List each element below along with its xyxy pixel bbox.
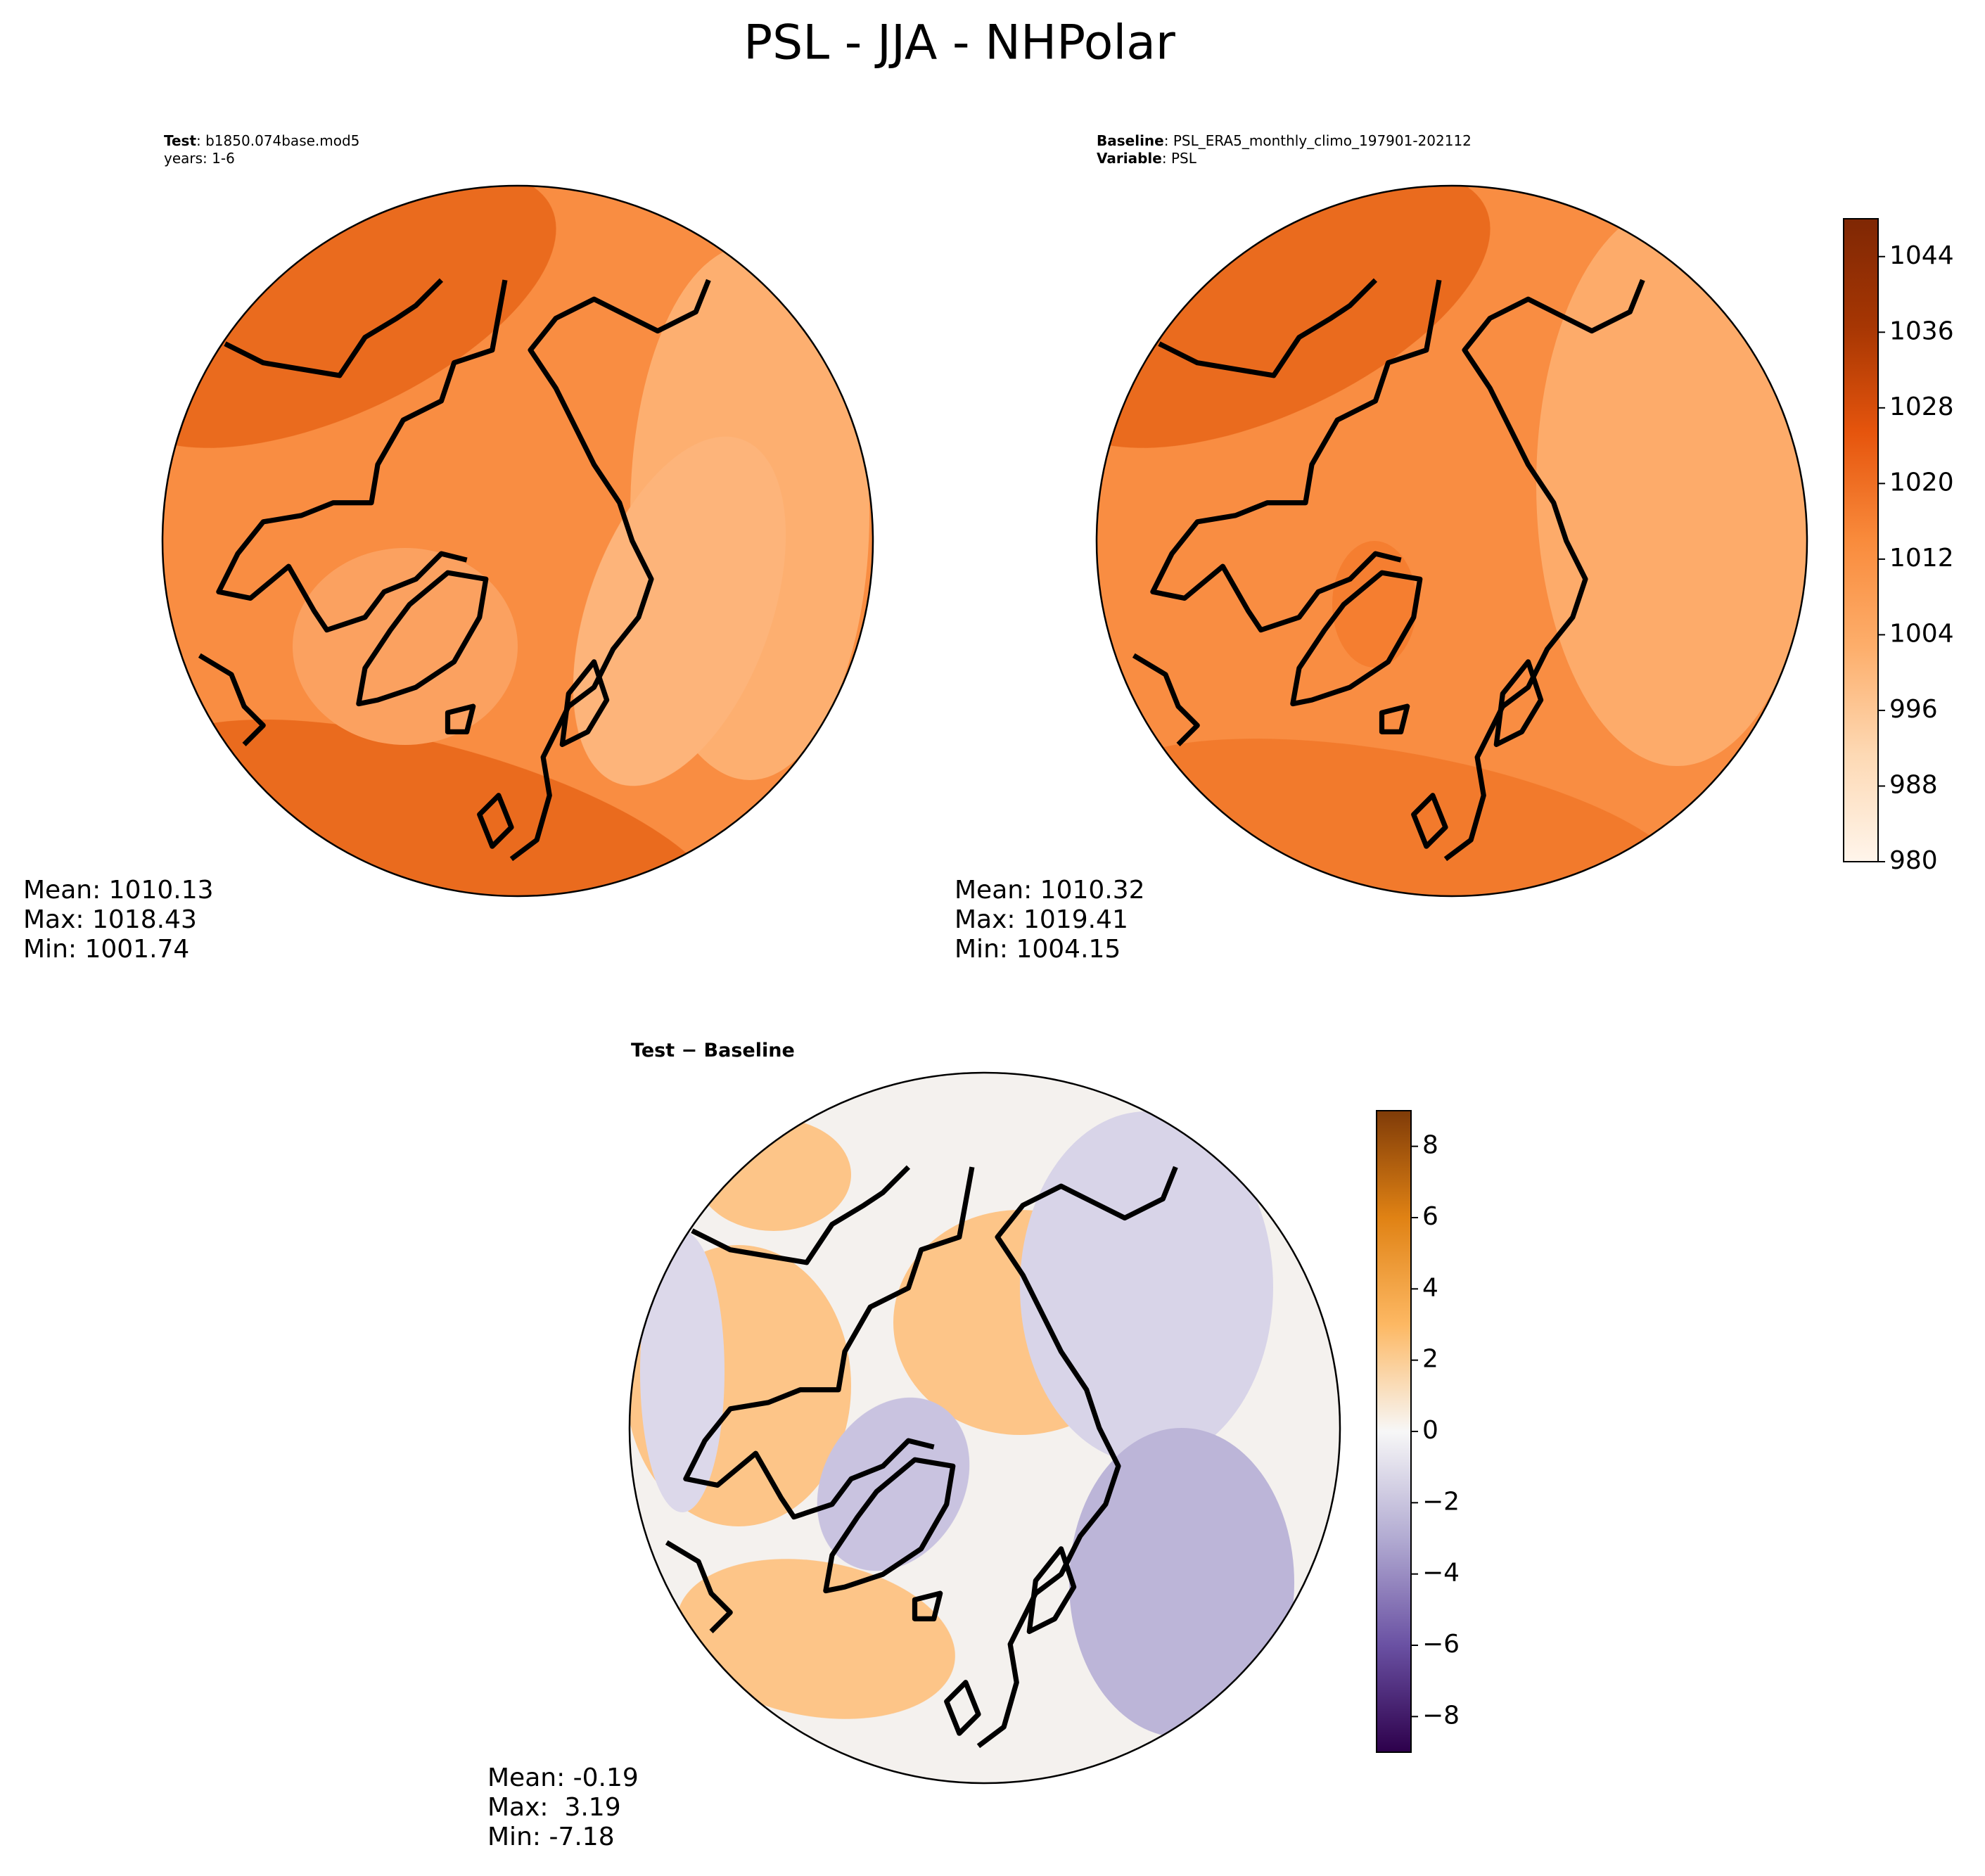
stat-text: Min: 1004.15 — [955, 935, 1121, 964]
colorbar-tick-label: 1036 — [1889, 317, 1954, 345]
colorbar-tick-label: −6 — [1422, 1630, 1460, 1659]
map-region — [696, 1118, 851, 1231]
colorbar-tick-label: 1020 — [1889, 468, 1954, 497]
colorbar-tick-label: −2 — [1422, 1487, 1460, 1516]
map-field — [630, 1073, 1340, 1783]
map-region — [293, 548, 518, 745]
header-text: : PSL — [1162, 150, 1197, 167]
map-region — [1097, 186, 1491, 448]
figure-title: PSL - JJA - NHPolar — [743, 15, 1175, 71]
header-text: : b1850.074base.mod5 — [196, 132, 359, 149]
map-field — [162, 186, 873, 896]
colorbar-tick-label: 0 — [1422, 1416, 1438, 1445]
colorbar-tick-label: 1012 — [1889, 544, 1954, 573]
header-text: : PSL_ERA5_monthly_climo_197901-202112 — [1164, 132, 1472, 149]
colorbar-tick-label: 2 — [1422, 1345, 1438, 1374]
colorbar-tick-label: 980 — [1889, 846, 1938, 875]
colorbar-tick-label: 996 — [1889, 695, 1938, 724]
map-region — [640, 1231, 725, 1512]
map — [161, 184, 874, 898]
header-key: Baseline — [1097, 132, 1164, 149]
colorbar-tick-label: 1004 — [1889, 619, 1954, 648]
stat-text: Min: -7.18 — [487, 1823, 615, 1851]
map-border — [161, 184, 874, 898]
colorbar — [1376, 1110, 1412, 1753]
map-border — [628, 1071, 1341, 1785]
colorbar — [1843, 218, 1879, 862]
map — [1095, 184, 1808, 898]
header-key: Variable — [1097, 150, 1162, 167]
colorbar-tick-label: 988 — [1889, 770, 1938, 799]
stat-text: Max: 1019.41 — [955, 905, 1128, 934]
panel-header: Test − Baseline — [631, 1040, 795, 1061]
map-region — [162, 186, 556, 448]
map-region — [1536, 203, 1807, 766]
colorbar-tick-label: 6 — [1422, 1202, 1438, 1231]
colorbar-tick-label: 4 — [1422, 1273, 1438, 1302]
stat-text: Max: 3.19 — [487, 1793, 621, 1822]
stat-text: Mean: 1010.13 — [23, 876, 214, 905]
stat-text: Max: 1018.43 — [23, 905, 197, 934]
map — [628, 1071, 1341, 1785]
colorbar-tick-label: 1028 — [1889, 393, 1954, 421]
stat-text: Min: 1001.74 — [23, 935, 189, 964]
map-region — [1020, 1111, 1273, 1463]
header-key: Test — [164, 132, 196, 149]
map-field — [1097, 186, 1807, 896]
panel-header: years: 1-6 — [164, 150, 235, 167]
colorbar-tick-label: −4 — [1422, 1559, 1460, 1588]
header-text: years: 1-6 — [164, 150, 235, 167]
panel-header: Test: b1850.074base.mod5 — [164, 132, 359, 149]
map-region — [677, 1559, 955, 1719]
colorbar-tick-label: 1044 — [1889, 241, 1954, 270]
header-key: Test − Baseline — [631, 1040, 795, 1061]
stat-text: Mean: -0.19 — [487, 1763, 639, 1792]
map-border — [1095, 184, 1808, 898]
panel-header: Baseline: PSL_ERA5_monthly_climo_197901-… — [1097, 132, 1472, 149]
map-region — [1069, 1428, 1294, 1737]
colorbar-tick-label: −8 — [1422, 1701, 1460, 1730]
stat-text: Mean: 1010.32 — [955, 876, 1145, 905]
panel-header: Variable: PSL — [1097, 150, 1197, 167]
colorbar-tick-label: 8 — [1422, 1131, 1438, 1160]
